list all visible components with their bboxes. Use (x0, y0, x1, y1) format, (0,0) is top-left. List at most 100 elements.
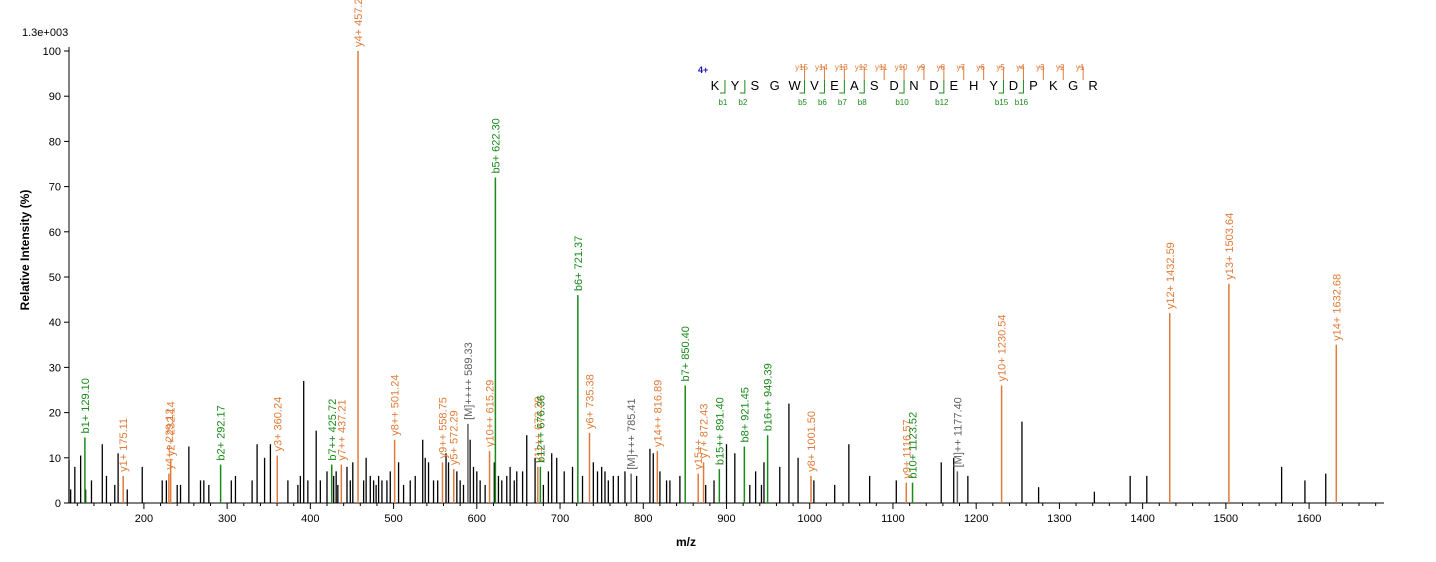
sequence-residue: D (889, 78, 898, 93)
sequence-residue: S (870, 78, 879, 93)
y-ion-label: y3 (1036, 63, 1045, 72)
b-ion-label: b16 (1015, 98, 1029, 107)
peak-label: y4++ 229.12 (164, 408, 176, 469)
b-ion-bracket (998, 80, 1005, 94)
y-ion-bracket (819, 66, 825, 80)
x-tick-label: 600 (468, 513, 486, 525)
sequence-residue: E (830, 78, 839, 93)
y-ion-bracket (899, 66, 905, 80)
x-tick-label: 1500 (1214, 513, 1238, 525)
sequence-residue: P (1029, 78, 1038, 93)
sequence-residue: K (711, 78, 720, 93)
y-tick-label: 50 (49, 272, 61, 284)
peak-label: y8+ 1001.50 (806, 411, 818, 472)
peak-label: y10++ 615.29 (485, 380, 497, 447)
x-tick-label: 700 (551, 513, 569, 525)
peak-label: y4+ 457.28 (353, 0, 365, 47)
y-ion-label: y1 (1076, 63, 1085, 72)
y-ion-label: y10 (895, 63, 908, 72)
y-tick-label: 20 (49, 408, 61, 420)
b-ion-label: b7 (838, 98, 847, 107)
x-tick-label: 900 (717, 513, 735, 525)
sequence-residue: V (810, 78, 819, 93)
b-ion-bracket (719, 80, 726, 94)
x-tick-label: 1300 (1047, 513, 1071, 525)
y-tick-label: 60 (49, 227, 61, 239)
peak-label: [M]+++ 785.41 (626, 398, 638, 469)
peak-label: [M]++ 1177.40 (952, 397, 964, 467)
axes: 0 10 20 30 40 50 60 70 80 90 100 200 300 400 500 600 700… (43, 46, 1384, 525)
y-tick-label: 70 (49, 182, 61, 194)
y-ion-bracket (1038, 66, 1044, 80)
sequence-residue: D (929, 78, 938, 93)
b-ion-label: b10 (895, 98, 909, 107)
b-ion-label: b5 (798, 98, 807, 107)
sequence-residue: A (850, 78, 859, 93)
sequence-residue: N (909, 78, 918, 93)
x-tick-label: 300 (218, 513, 236, 525)
b-ion-bracket (899, 80, 905, 94)
peak-label: y6+ 735.38 (584, 374, 596, 429)
y-ion-label: y5 (996, 63, 1005, 72)
y-tick-label: 30 (49, 362, 61, 374)
sequence-residue: G (1068, 78, 1078, 93)
x-tick-label: 1000 (797, 513, 821, 525)
y-tick-label: 0 (55, 498, 61, 510)
sequence-residue: W (788, 78, 801, 93)
peak-label: y7++ 437.21 (336, 399, 348, 460)
sequence-residue: G (770, 78, 780, 93)
sequence-residue: R (1088, 78, 1097, 93)
x-tick-label: 1400 (1130, 513, 1154, 525)
x-tick-label: 500 (384, 513, 402, 525)
peak-label: y14++ 816.89 (652, 380, 664, 447)
y-tick-label: 90 (49, 91, 61, 103)
peak-label: b8+ 921.45 (739, 387, 751, 442)
peak-label: y13+ 1503.64 (1224, 213, 1236, 280)
y-ion-label: y14 (815, 63, 828, 72)
y-ion-label: y13 (835, 63, 848, 72)
sequence-residue: Y (731, 78, 740, 93)
sequence-residue: K (1049, 78, 1058, 93)
b-ion-label: b12 (935, 98, 949, 107)
peak-label: y9+ 1116.57 (901, 419, 913, 478)
y-axis-title: Relative Intensity (%) (18, 190, 32, 311)
y-ion-label: y6 (976, 63, 985, 72)
sequence-residue: Y (989, 78, 998, 93)
b-ion-bracket (819, 80, 825, 94)
sequence-residue: D (1009, 78, 1018, 93)
peak-label: y15++ (693, 439, 705, 470)
sequence-residue: S (750, 78, 759, 93)
peak-label: y3+ 360.24 (272, 397, 284, 452)
y-ion-bracket (958, 66, 965, 80)
y-ion-label: y2 (1056, 63, 1065, 72)
charge-state: 4+ (698, 65, 708, 75)
peak-label: y9++ 558.75 (437, 397, 449, 458)
peak-label: y14+ 1632.68 (1331, 274, 1343, 341)
y-ion-label: y9 (917, 63, 926, 72)
b-ion-label: b8 (858, 98, 867, 107)
max-intensity-label: 1.3e+003 (22, 27, 68, 39)
b-ion-label: b1 (718, 98, 727, 107)
peak-label: y12+ 1432.59 (1165, 242, 1177, 309)
y-ion-bracket (1058, 66, 1064, 80)
peak-label: b5+ 622.30 (490, 118, 502, 173)
sequence-residue: H (969, 78, 978, 93)
y-tick-label: 100 (43, 46, 61, 58)
y-ion-label: y11 (875, 63, 888, 72)
peak-label: [M]++++ 589.33 (463, 342, 475, 420)
y-ion-label: y12 (855, 63, 868, 72)
b-ion-label: b2 (738, 98, 747, 107)
peak-label: y10+ 1230.54 (997, 314, 1009, 381)
x-tick-label: 400 (301, 513, 319, 525)
y-ion-bracket (978, 66, 985, 80)
x-tick-label: 1600 (1297, 513, 1321, 525)
y-tick-label: 10 (49, 453, 61, 465)
peak-label: y8++ 501.24 (390, 375, 402, 436)
peak-label: y5+ 572.29 (449, 410, 461, 465)
peak-label: b10+ 1123.52 (908, 412, 920, 479)
x-tick-label: 1100 (881, 513, 905, 525)
peak-label: b6+ 721.37 (573, 236, 585, 291)
